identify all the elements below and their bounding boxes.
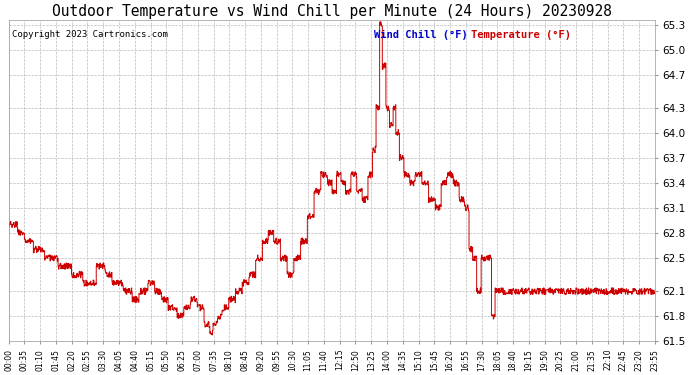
Text: Wind Chill (°F): Wind Chill (°F) (374, 30, 468, 40)
Text: Temperature (°F): Temperature (°F) (471, 30, 571, 40)
Title: Outdoor Temperature vs Wind Chill per Minute (24 Hours) 20230928: Outdoor Temperature vs Wind Chill per Mi… (52, 4, 612, 19)
Text: Copyright 2023 Cartronics.com: Copyright 2023 Cartronics.com (12, 30, 168, 39)
